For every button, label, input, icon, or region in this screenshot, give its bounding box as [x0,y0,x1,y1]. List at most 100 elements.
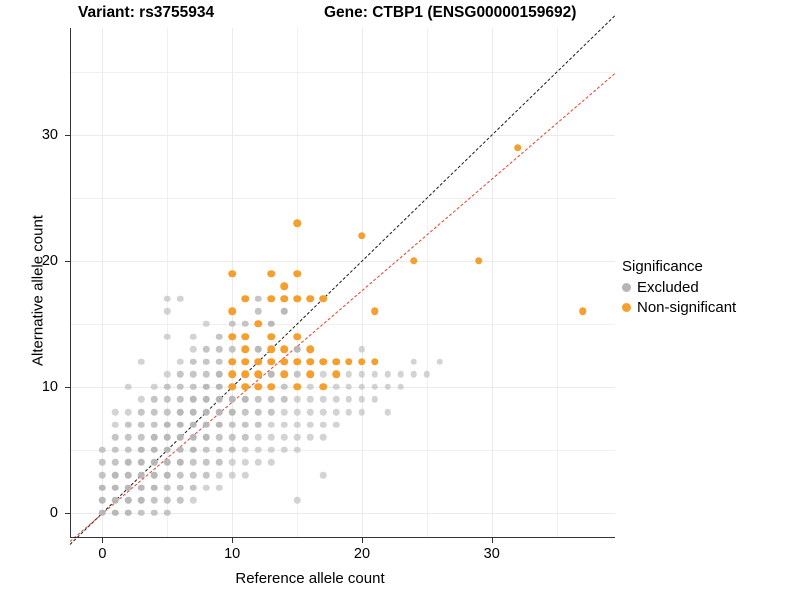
x-axis-tick [102,538,104,543]
data-point [371,307,379,316]
data-point [306,396,314,403]
legend-swatch-icon [622,282,631,292]
data-point [151,396,158,403]
legend-item-excluded[interactable]: Excluded [622,277,797,297]
data-point [112,421,119,428]
data-point [241,471,249,479]
data-point [138,484,145,491]
data-point [358,232,366,240]
data-point [293,294,301,303]
x-axis-tick-label: 20 [353,546,371,562]
data-point [203,345,210,353]
data-point [280,446,288,454]
data-point [332,357,340,366]
data-point [293,371,301,378]
data-point [203,358,210,365]
data-point [280,308,288,315]
data-point [319,371,327,378]
grid-line-vertical [426,28,428,538]
x-axis-label: Reference allele count [235,570,385,587]
x-axis-tick-label: 30 [483,546,500,562]
data-point [293,357,301,366]
data-point [241,345,249,353]
y-axis-tick-label: 30 [41,127,58,144]
legend-item-label: Non-significant [637,298,737,316]
data-point [228,320,236,328]
data-point [267,383,275,391]
plot-panel: 0 10 20 30 0 10 20 30 [42,15,616,562]
y-axis-label: Alternative allele count [29,215,47,366]
y-axis-tick-label: 10 [41,378,58,395]
data-point [125,459,132,466]
data-point [164,496,171,504]
data-point [254,383,262,391]
data-point [267,371,275,378]
data-point [215,345,223,353]
data-point [254,320,262,328]
data-point [241,294,249,303]
data-point [164,383,171,391]
data-point [228,421,236,428]
data-point [99,446,106,454]
data-point [228,446,236,454]
data-point [241,434,249,441]
data-point [267,332,275,341]
data-point [267,434,275,441]
data-point [99,496,106,504]
data-point [228,307,236,316]
data-point [228,396,236,403]
data-point [151,484,158,491]
data-point [254,357,262,366]
data-point [293,421,301,428]
data-point [371,371,379,378]
data-point [177,459,184,466]
data-point [241,370,249,379]
data-point [293,446,301,454]
reference-line-identity [69,15,616,546]
data-point [99,484,106,491]
data-point [203,459,210,466]
data-point [177,383,184,391]
grid-line-horizontal [70,135,615,137]
data-point [112,496,119,504]
data-point [267,294,275,303]
data-point [151,421,158,428]
data-point [423,371,431,378]
data-point [358,396,366,403]
data-point [293,408,301,416]
data-point [228,471,236,479]
legend-title: Significance [622,258,703,275]
data-point [319,396,327,403]
data-point [151,383,158,391]
data-point [293,434,301,441]
data-point [267,408,275,416]
data-point [99,509,106,517]
data-point [228,434,236,441]
legend-item-non-significant[interactable]: Non-significant [622,297,797,317]
data-point [358,345,366,353]
data-point [228,383,236,391]
data-point [358,408,366,416]
data-point [164,434,171,441]
grid-line-horizontal [70,449,615,451]
data-point [267,459,275,466]
data-point [112,408,119,416]
data-point [190,471,197,479]
y-axis-spine [70,28,72,538]
data-point [254,446,262,454]
data-point [332,408,340,416]
data-point [112,446,119,454]
data-point [125,496,132,504]
data-point [215,371,223,378]
data-point [267,320,275,328]
legend-item-label: Excluded [637,278,699,296]
data-point [280,421,288,428]
data-point [125,446,132,454]
data-point [254,408,262,416]
data-point [215,471,223,479]
grid-line-vertical [167,28,169,538]
data-point [254,370,262,379]
grid-line-horizontal [70,260,615,262]
data-point [138,434,145,441]
grid-line-horizontal [70,386,615,388]
